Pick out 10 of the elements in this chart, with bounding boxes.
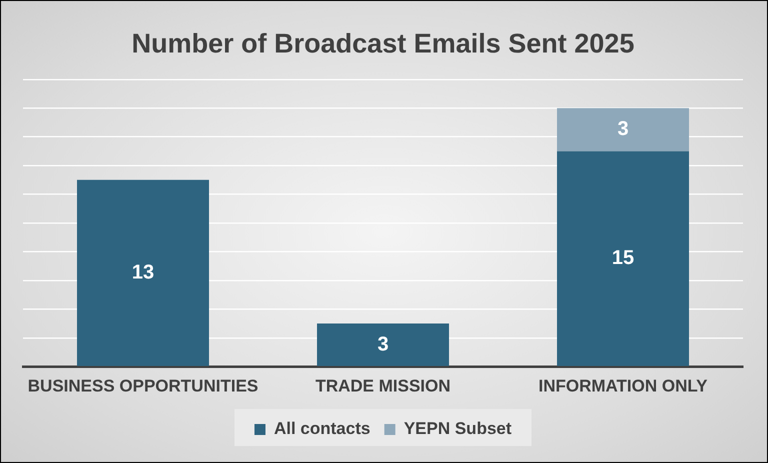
legend-label: YEPN Subset	[404, 419, 512, 438]
legend-label: All contacts	[274, 419, 370, 438]
x-tick-label: BUSINESS OPPORTUNITIES	[28, 376, 258, 396]
x-tick-label: TRADE MISSION	[315, 376, 451, 396]
data-label: 3	[377, 333, 389, 356]
data-label: 3	[617, 118, 629, 140]
x-tick-label: INFORMATION ONLY	[538, 376, 708, 396]
chart-title: Number of Broadcast Emails Sent 2025	[132, 28, 634, 59]
data-label: 13	[132, 261, 154, 284]
data-label: 15	[612, 247, 634, 270]
